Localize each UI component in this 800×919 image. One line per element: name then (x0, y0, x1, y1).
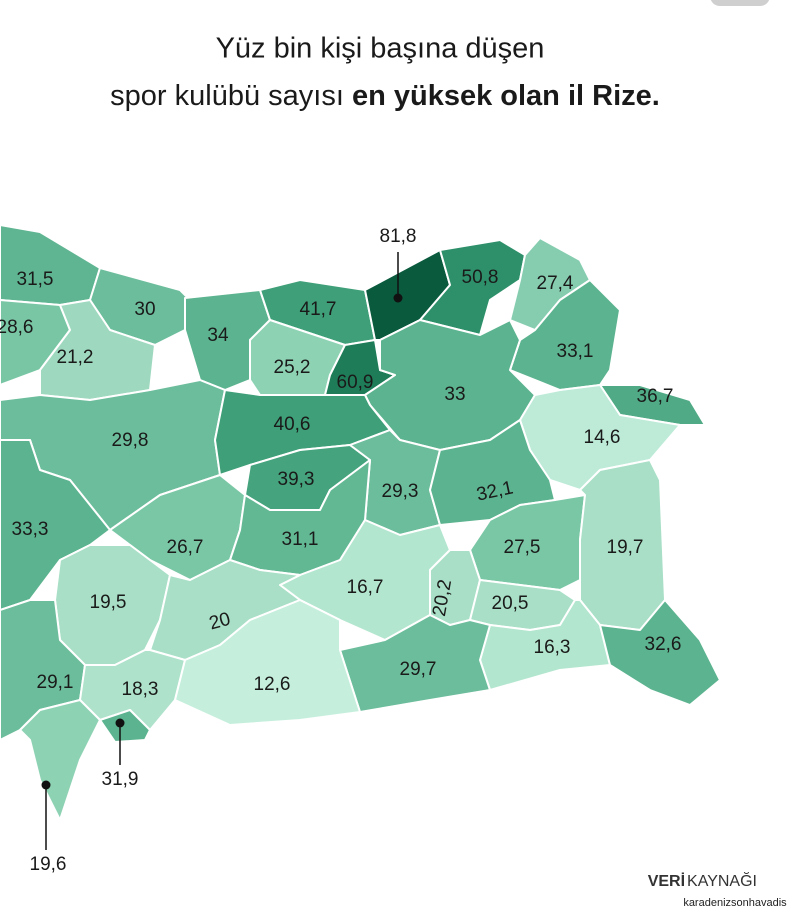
province-value: 31,9 (102, 769, 139, 790)
title-line1: Yüz bin kişi başına düşen (216, 33, 545, 65)
labels: 31,5 28,6 30 21,2 34 41,7 81,8 50,8 27,4 33,1 25,2… (0, 226, 681, 875)
province-value: 16,7 (347, 577, 384, 598)
province-value: 40,6 (274, 414, 311, 435)
province-value: 29,7 (400, 659, 437, 680)
province-value: 34 (207, 325, 229, 346)
title-line2: spor kulübü sayısı en yüksek olan il Riz… (110, 80, 660, 112)
province (174, 599, 361, 726)
province-value: 36,7 (637, 386, 674, 407)
province-value: 12,6 (254, 674, 291, 695)
source-bold: VERİ (648, 872, 685, 890)
watermark-bg (668, 894, 800, 912)
province-value: 20,5 (492, 593, 529, 614)
province-value: 16,3 (534, 637, 571, 658)
province-value: 27,5 (504, 537, 541, 558)
province-value: 50,8 (462, 267, 499, 288)
province-value: 29,3 (382, 481, 419, 502)
province-value: 32,6 (645, 634, 682, 655)
province-value: 14,6 (584, 427, 621, 448)
map (0, 224, 721, 821)
province (419, 239, 526, 336)
province-value: 33 (444, 384, 465, 405)
province-value: 30 (134, 299, 155, 320)
province-value: 31,1 (282, 529, 319, 550)
province (339, 614, 491, 713)
province-value: 26,7 (167, 537, 204, 558)
source: VERİ KAYNAĞI (648, 871, 757, 890)
leader-dot (115, 718, 125, 728)
province (0, 224, 101, 306)
title-regular: spor kulübü sayısı (110, 80, 352, 112)
province-value: 41,7 (300, 299, 337, 320)
province-value: 31,5 (17, 269, 54, 290)
province-value: 29,1 (37, 672, 74, 693)
leader-dot (41, 780, 51, 790)
province-value: 33,3 (12, 519, 49, 540)
province (19, 699, 101, 821)
province-value: 25,2 (274, 357, 311, 378)
province-value: 60,9 (337, 372, 374, 393)
watermark: karadenizsonhavadis (683, 897, 787, 909)
corner-button (710, 0, 770, 6)
province-value: 33,1 (557, 341, 594, 362)
province (599, 599, 721, 706)
province-value: 19,5 (90, 592, 127, 613)
province-value: 18,3 (122, 679, 159, 700)
province-value: 19,6 (30, 854, 67, 875)
province-value: 28,6 (0, 317, 33, 338)
province-value: 29,8 (112, 430, 149, 451)
leader-dot (393, 293, 403, 303)
province-value: 39,3 (278, 469, 315, 490)
title-bold: en yüksek olan il Rize. (352, 80, 660, 112)
source-regular: KAYNAĞI (687, 871, 757, 890)
province-value: 27,4 (537, 273, 574, 294)
province-value: 19,7 (607, 537, 644, 558)
province-value: 81,8 (380, 226, 417, 247)
province-value: 21,2 (57, 347, 94, 368)
province (99, 709, 151, 743)
